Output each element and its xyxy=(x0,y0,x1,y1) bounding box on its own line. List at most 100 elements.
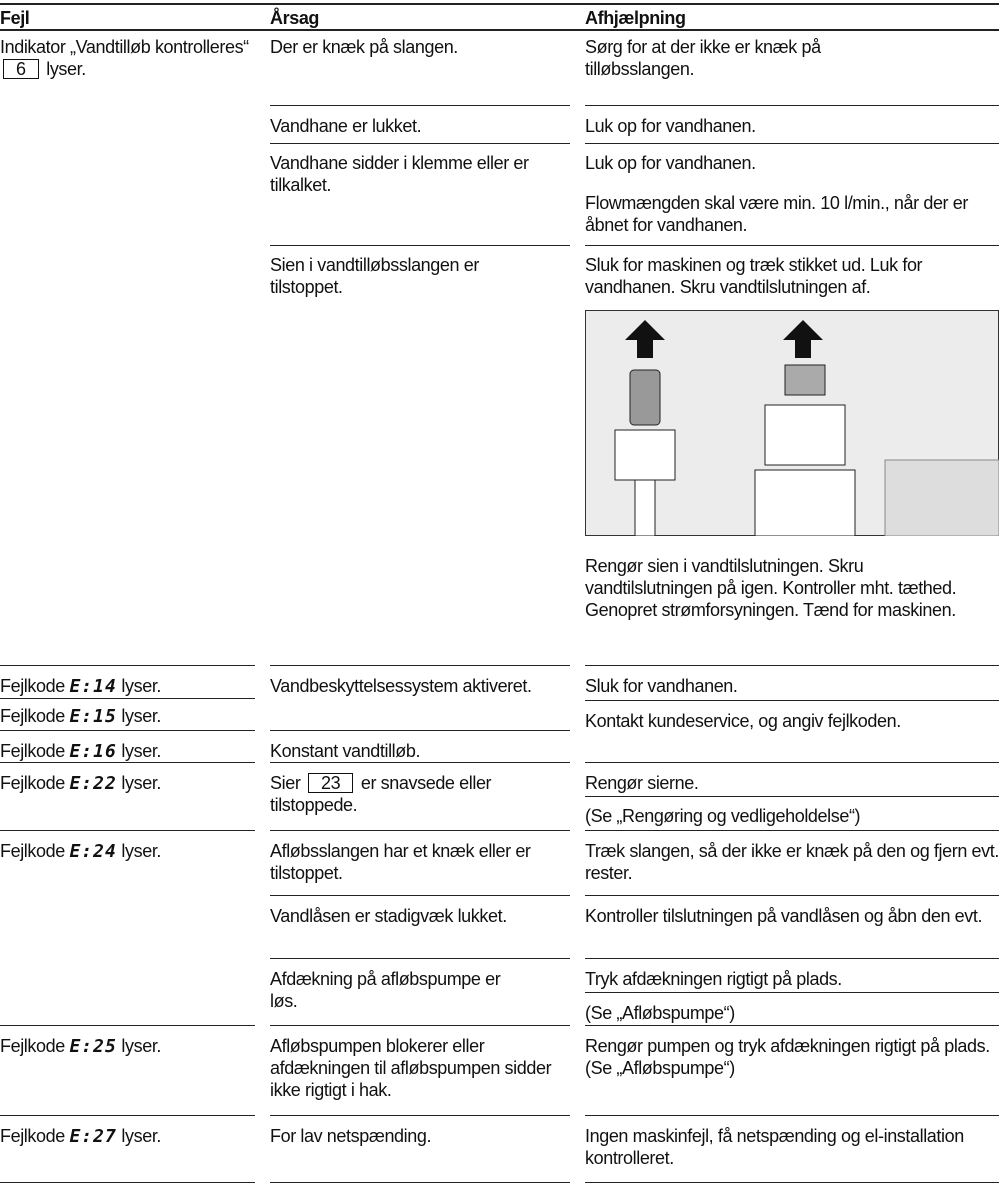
rule xyxy=(0,29,999,31)
rule xyxy=(585,1182,999,1183)
remedy: (Se „Rengøring og vedligeholdelse“) xyxy=(585,806,861,826)
remedy: Sluk for maskinen og træk stikket ud. Lu… xyxy=(585,255,923,297)
suffix: lyser. xyxy=(121,841,162,861)
cause: Der er knæk på slangen. xyxy=(270,37,458,57)
remedy: Rengør sien i vandtilslutningen. Skru va… xyxy=(585,556,957,620)
error-code: E:22 xyxy=(69,773,117,794)
remedy: Luk op for vandhanen. xyxy=(585,153,756,173)
error-code: E:27 xyxy=(69,1126,117,1147)
rule xyxy=(270,958,570,959)
illustration xyxy=(585,310,999,536)
rule xyxy=(585,700,999,701)
remedy: Tryk afdækningen rigtigt på plads. xyxy=(585,969,842,989)
remedy: Kontroller tilslutningen på vandlåsen og… xyxy=(585,906,983,926)
rule xyxy=(0,3,999,5)
remedy: Luk op for vandhanen. xyxy=(585,116,756,136)
rule xyxy=(585,992,999,993)
fault: Fejlkode E:25 lyser. xyxy=(0,1035,250,1058)
rule xyxy=(270,105,570,106)
remedy: Sørg for at der ikke er knæk på tilløbss… xyxy=(585,37,821,79)
error-code: E:16 xyxy=(69,741,117,762)
fault: Fejlkode E:16 lyser. xyxy=(0,740,250,763)
rule xyxy=(0,830,255,831)
rule xyxy=(270,762,570,763)
prefix: Fejlkode xyxy=(0,1036,65,1056)
remedy: Sluk for vandhanen. xyxy=(585,676,738,696)
error-code: E:25 xyxy=(69,1036,117,1057)
rule xyxy=(0,1025,255,1026)
rule xyxy=(585,245,999,246)
fault: Fejlkode E:15 lyser. xyxy=(0,705,250,728)
suffix: lyser. xyxy=(121,676,162,696)
fault: Fejlkode E:24 lyser. xyxy=(0,840,250,863)
prefix: Fejlkode xyxy=(0,773,65,793)
rule xyxy=(585,762,999,763)
suffix: lyser. xyxy=(121,1036,162,1056)
rule xyxy=(0,665,255,666)
header-fault: Fejl xyxy=(0,8,30,28)
cause: Vandbeskyttelsessystem aktiveret. xyxy=(270,676,532,696)
rule xyxy=(585,830,999,831)
rule xyxy=(270,665,570,666)
cause: Vandhane er lukket. xyxy=(270,116,422,136)
error-code: E:15 xyxy=(69,706,117,727)
header-remedy: Afhjælpning xyxy=(585,8,686,28)
error-code: E:14 xyxy=(69,676,117,697)
header-cause: Årsag xyxy=(270,8,320,28)
prefix: Fejlkode xyxy=(0,706,65,726)
rule xyxy=(270,830,570,831)
cause: Vandhane sidder i klemme eller er tilkal… xyxy=(270,153,529,195)
prefix: Fejlkode xyxy=(0,676,65,696)
cause: Afløbspumpen blokerer eller afdækningen … xyxy=(270,1036,552,1100)
fault: Fejlkode E:14 lyser. xyxy=(0,675,250,698)
rule xyxy=(585,958,999,959)
cause: Sien i vandtilløbsslangen er tilstoppet. xyxy=(270,255,479,297)
rule xyxy=(585,143,999,144)
fault: Indikator „Vandtilløb kontrolleres“ 6 ly… xyxy=(0,36,250,80)
suffix: lyser. xyxy=(121,741,162,761)
remedy: (Se „Afløbspumpe“) xyxy=(585,1003,735,1023)
rule xyxy=(585,895,999,896)
rule xyxy=(270,143,570,144)
remedy: Flowmængden skal være min. 10 l/min., nå… xyxy=(585,193,968,235)
suffix: lyser. xyxy=(121,706,162,726)
text: Sier xyxy=(270,773,301,793)
cause: Afdækning på afløbspumpe er løs. xyxy=(270,969,501,1011)
rule xyxy=(270,1182,570,1183)
cause: Konstant vandtilløb. xyxy=(270,741,421,761)
rule xyxy=(270,245,570,246)
rule xyxy=(0,730,255,731)
rule xyxy=(585,105,999,106)
remedy: Rengør sierne. xyxy=(585,773,699,793)
rule xyxy=(0,1182,255,1183)
rule xyxy=(585,665,999,666)
error-code: E:24 xyxy=(69,841,117,862)
cause: Sier 23 er snavsede eller tilstoppede. xyxy=(270,772,570,816)
cause: Vandlåsen er stadigvæk lukket. xyxy=(270,906,507,926)
rule xyxy=(270,1025,570,1026)
text: Indikator „Vandtilløb kontrolleres“ xyxy=(0,37,249,57)
prefix: Fejlkode xyxy=(0,741,65,761)
suffix: lyser. xyxy=(121,1126,162,1146)
rule xyxy=(0,1115,255,1116)
rule xyxy=(0,698,255,699)
rule xyxy=(585,1115,999,1116)
ref-number: 23 xyxy=(308,773,354,793)
rule xyxy=(585,1025,999,1026)
prefix: Fejlkode xyxy=(0,1126,65,1146)
suffix: lyser. xyxy=(46,59,86,79)
remedy: Rengør pumpen og tryk afdækningen rigtig… xyxy=(585,1036,990,1078)
rule xyxy=(585,796,999,797)
rule xyxy=(270,895,570,896)
remedy: Ingen maskinfejl, få netspænding og el-i… xyxy=(585,1126,964,1168)
remedy: Kontakt kundeservice, og angiv fejlkoden… xyxy=(585,711,901,731)
remedy: Træk slangen, så der ikke er knæk på den… xyxy=(585,841,999,883)
prefix: Fejlkode xyxy=(0,841,65,861)
cause: For lav netspænding. xyxy=(270,1126,432,1146)
suffix: lyser. xyxy=(121,773,162,793)
cause: Afløbsslangen har et knæk eller er tilst… xyxy=(270,841,531,883)
ref-number: 6 xyxy=(3,59,39,79)
suffix: er snavsede eller tilstoppede. xyxy=(270,773,492,815)
fault: Fejlkode E:22 lyser. xyxy=(0,772,250,795)
